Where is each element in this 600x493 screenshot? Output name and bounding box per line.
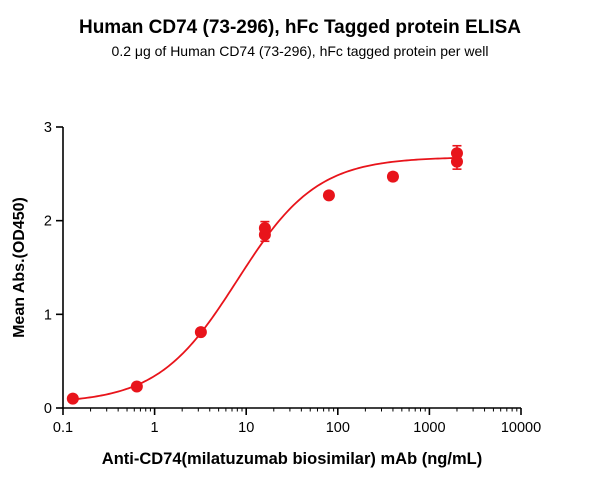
y-tick-label: 3 bbox=[44, 120, 52, 136]
x-axis-label: Anti-CD74(milatuzumab biosimilar) mAb (n… bbox=[102, 450, 482, 468]
data-point bbox=[130, 380, 143, 393]
chart-title: Human CD74 (73-296), hFc Tagged protein … bbox=[78, 17, 521, 38]
x-tick-label: 100 bbox=[326, 420, 350, 436]
y-tick-label: 2 bbox=[44, 214, 52, 230]
data-point bbox=[258, 222, 271, 235]
data-point bbox=[66, 392, 79, 405]
y-axis-label: Mean Abs.(OD450) bbox=[11, 197, 28, 338]
x-tick-label: 10 bbox=[238, 420, 254, 436]
chart-subtitle: 0.2 μg of Human CD74 (73-296), hFc tagge… bbox=[111, 43, 489, 59]
y-tick-label: 1 bbox=[44, 307, 52, 323]
chart-header: Human CD74 (73-296), hFc Tagged protein … bbox=[0, 0, 600, 70]
data-point bbox=[450, 155, 463, 168]
x-tick-label: 10000 bbox=[501, 420, 541, 436]
x-tick-label: 0.1 bbox=[53, 420, 73, 436]
data-point bbox=[194, 326, 207, 339]
x-tick-label: 1000 bbox=[413, 420, 445, 436]
data-point bbox=[450, 147, 463, 160]
fit-curve bbox=[72, 157, 457, 401]
data-point bbox=[386, 170, 399, 183]
data-point bbox=[322, 189, 335, 202]
y-tick-label: 0 bbox=[44, 401, 52, 417]
x-tick-label: 1 bbox=[151, 420, 159, 436]
elisa-dose-response-chart: 0.1 1 10 100 1000 10000 0 1 2 3 Anti-CD74(milatuzu… bbox=[11, 120, 541, 468]
